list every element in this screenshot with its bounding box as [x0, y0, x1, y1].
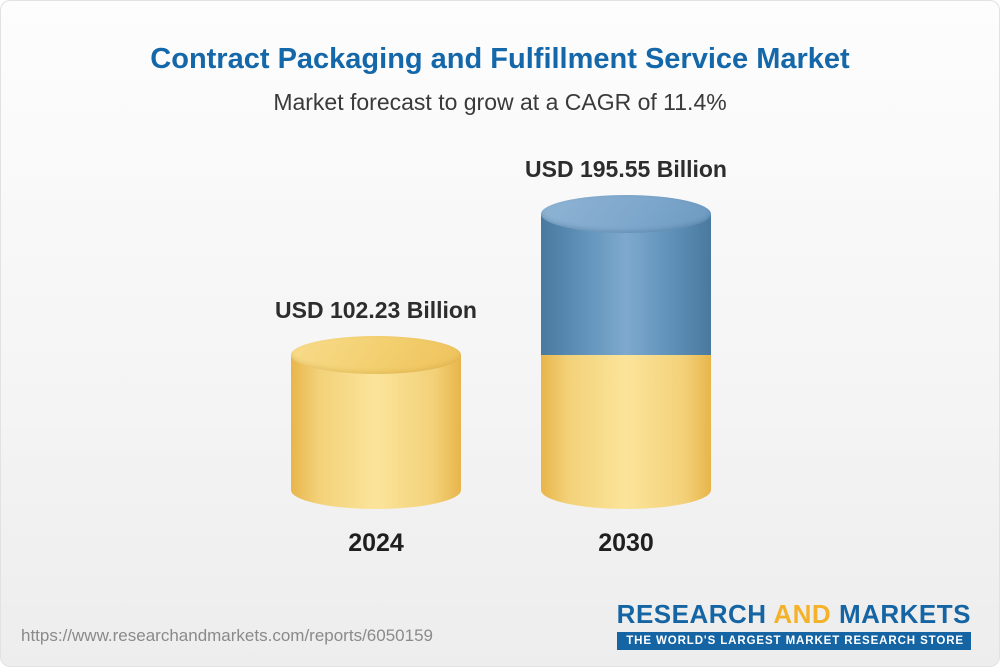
bar-2030-category-label: 2030 [598, 529, 654, 557]
research-and-markets-logo: RESEARCH AND MARKETS THE WORLD'S LARGEST… [616, 598, 971, 650]
chart-title: Contract Packaging and Fulfillment Servi… [150, 43, 850, 75]
bar-2030-growth-segment [541, 214, 711, 355]
bar-2024: USD 102.23 Billion 2024 [275, 297, 477, 557]
chart-subtitle: Market forecast to grow at a CAGR of 11.… [273, 89, 727, 115]
logo-tagline: THE WORLD'S LARGEST MARKET RESEARCH STOR… [617, 632, 971, 650]
bar-2030-value-label: USD 195.55 Billion [525, 156, 727, 182]
logo-word-and: AND [773, 598, 832, 629]
logo-word-markets: MARKETS [838, 598, 971, 629]
bar-2024-category-label: 2024 [348, 529, 404, 557]
bar-2030-base-segment [541, 354, 711, 509]
logo-word-research: RESEARCH [616, 598, 767, 629]
logo-wordmark: RESEARCH AND MARKETS [616, 598, 971, 629]
bar-2030: USD 195.55 Billion 2030 [525, 156, 727, 557]
bar-2024-segment [291, 354, 461, 509]
bar-2024-value-label: USD 102.23 Billion [275, 296, 477, 323]
bar-2030-top-ellipse [541, 195, 711, 233]
report-url-link[interactable]: https://www.researchandmarkets.com/repor… [21, 626, 433, 645]
bar-2024-top-ellipse [291, 335, 461, 374]
